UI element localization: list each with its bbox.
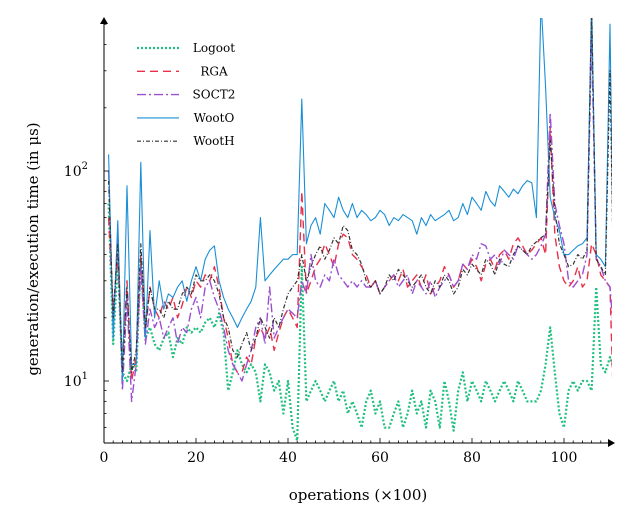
- series-line-wooto: [108, 18, 612, 382]
- y-tick-label: 102: [64, 161, 88, 180]
- series-line-rga: [107, 127, 612, 382]
- legend-label-wooto: WootO: [194, 111, 235, 125]
- legend-label-wooth: WootH: [193, 134, 234, 148]
- y-axis-label: generation/execution time (in μs): [24, 122, 42, 375]
- axes-layer: 0 20 40 60 80 100 101 102: [64, 17, 615, 466]
- x-tick-label: 40: [279, 450, 297, 466]
- x-tick-label: 100: [551, 450, 578, 466]
- series-line-soct2: [107, 33, 612, 403]
- y-tick-label: 101: [64, 371, 88, 390]
- x-axis-label: operations (×100): [289, 486, 428, 504]
- series-line-wooth: [108, 18, 612, 373]
- x-tick-label: 60: [371, 450, 389, 466]
- x-tick-label: 20: [187, 450, 205, 466]
- legend-label-soct2: SOCT2: [193, 88, 236, 102]
- legend-label-rga: RGA: [200, 64, 228, 78]
- legend-label-logoot: Logoot: [193, 41, 235, 55]
- x-tick-label: 80: [463, 450, 481, 466]
- series-layer: [107, 18, 612, 442]
- legend: Logoot RGA SOCT2 WootO WootH: [137, 41, 235, 148]
- x-tick-label: 0: [100, 450, 109, 466]
